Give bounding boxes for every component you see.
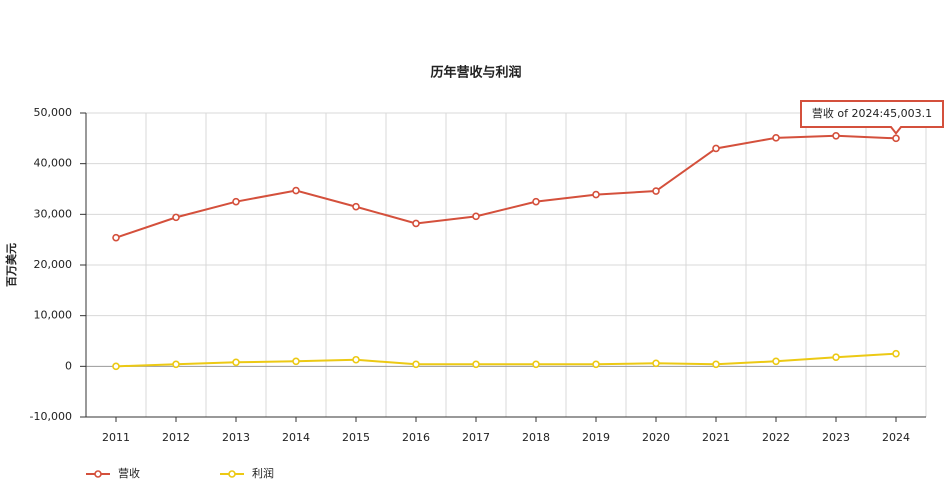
point xyxy=(172,213,180,222)
point xyxy=(112,362,120,371)
legend-label: 营收 xyxy=(118,466,140,480)
x-tick-label: 2011 xyxy=(102,431,130,444)
point xyxy=(112,233,120,242)
y-tick-label: 40,000 xyxy=(34,157,73,170)
chart-title: 历年营收与利润 xyxy=(430,65,521,81)
point xyxy=(292,186,300,195)
series xyxy=(112,349,900,371)
x-tick-label: 2013 xyxy=(222,431,250,444)
legend-item: 营收 xyxy=(86,466,140,480)
point xyxy=(352,355,360,364)
x-tick-label: 2015 xyxy=(342,431,370,444)
x-tick-label: 2019 xyxy=(582,431,610,444)
point xyxy=(832,132,840,140)
point xyxy=(532,360,540,369)
point xyxy=(532,197,540,206)
point xyxy=(892,134,900,143)
point xyxy=(412,360,420,369)
x-tick-label: 2023 xyxy=(822,431,850,444)
point xyxy=(712,144,720,153)
tooltip: 营收 of 2024:45,003.1 xyxy=(800,100,944,135)
point xyxy=(592,360,600,369)
legend-marker xyxy=(228,470,236,478)
point xyxy=(772,357,780,366)
point xyxy=(832,353,840,362)
legend-marker xyxy=(94,470,102,478)
x-tick-label: 2017 xyxy=(462,431,490,444)
point xyxy=(412,219,420,228)
point xyxy=(652,187,660,195)
x-tick-label: 2014 xyxy=(282,431,310,444)
point xyxy=(472,212,480,221)
y-tick-label: 0 xyxy=(65,359,72,372)
x-tick-label: 2022 xyxy=(762,431,790,444)
x-tick-label: 2024 xyxy=(882,431,910,444)
series-line xyxy=(115,134,897,239)
y-tick-label: 30,000 xyxy=(34,207,73,220)
point xyxy=(712,360,720,369)
x-tick-label: 2018 xyxy=(522,431,550,444)
x-tick-label: 2020 xyxy=(642,431,670,444)
point xyxy=(232,358,240,367)
tooltip-text: 营收 of 2024:45,003.1 xyxy=(812,106,932,120)
legend-item: 利润 xyxy=(220,466,274,480)
y-tick-label: 20,000 xyxy=(34,258,73,271)
x-tick-label: 2016 xyxy=(402,431,430,444)
point xyxy=(652,359,660,368)
series xyxy=(112,132,900,242)
y-tick-label: -10,000 xyxy=(30,410,72,423)
point xyxy=(592,190,600,199)
y-tick-label: 10,000 xyxy=(34,309,73,322)
tooltip-box xyxy=(800,100,944,135)
point xyxy=(172,360,180,369)
point xyxy=(772,134,780,142)
point xyxy=(292,357,300,366)
y-tick-label: 50,000 xyxy=(34,106,73,119)
point xyxy=(352,202,360,211)
x-tick-label: 2012 xyxy=(162,431,190,444)
legend-label: 利润 xyxy=(252,466,274,480)
point xyxy=(892,349,900,358)
series-line xyxy=(115,352,897,368)
x-tick-label: 2021 xyxy=(702,431,730,444)
point xyxy=(232,197,240,206)
point xyxy=(472,360,480,369)
y-axis-title: 百万美元 xyxy=(4,243,18,287)
